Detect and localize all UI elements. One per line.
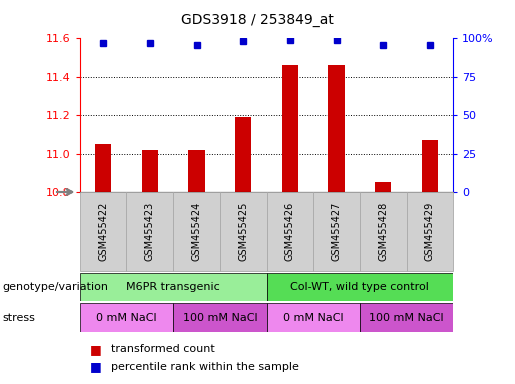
- Bar: [329, 65, 345, 192]
- Text: GSM455423: GSM455423: [145, 202, 155, 261]
- Text: 100 mM NaCl: 100 mM NaCl: [182, 313, 257, 323]
- Text: GSM455429: GSM455429: [425, 202, 435, 261]
- Bar: [95, 144, 111, 192]
- Bar: [267, 303, 360, 332]
- Bar: [220, 192, 267, 271]
- Text: GSM455422: GSM455422: [98, 202, 108, 261]
- Text: ■: ■: [90, 343, 102, 356]
- Bar: [80, 273, 267, 301]
- Bar: [360, 192, 406, 271]
- Bar: [80, 303, 173, 332]
- Bar: [375, 182, 391, 192]
- Text: GSM455424: GSM455424: [192, 202, 201, 261]
- Bar: [173, 192, 220, 271]
- Text: GSM455428: GSM455428: [378, 202, 388, 261]
- Text: M6PR transgenic: M6PR transgenic: [126, 282, 220, 292]
- Text: GSM455427: GSM455427: [332, 202, 341, 261]
- Bar: [235, 117, 251, 192]
- Bar: [80, 192, 127, 271]
- Text: stress: stress: [3, 313, 36, 323]
- Text: GSM455426: GSM455426: [285, 202, 295, 261]
- Text: 0 mM NaCl: 0 mM NaCl: [283, 313, 344, 323]
- Text: 100 mM NaCl: 100 mM NaCl: [369, 313, 444, 323]
- Text: GSM455425: GSM455425: [238, 202, 248, 261]
- Bar: [282, 65, 298, 192]
- Bar: [142, 150, 158, 192]
- Bar: [173, 303, 267, 332]
- Text: genotype/variation: genotype/variation: [3, 282, 109, 292]
- Bar: [313, 192, 360, 271]
- Text: GDS3918 / 253849_at: GDS3918 / 253849_at: [181, 13, 334, 27]
- Bar: [406, 192, 453, 271]
- Bar: [267, 273, 453, 301]
- Bar: [360, 303, 453, 332]
- Text: ■: ■: [90, 360, 102, 373]
- Bar: [422, 140, 438, 192]
- Text: Col-WT, wild type control: Col-WT, wild type control: [290, 282, 430, 292]
- Text: percentile rank within the sample: percentile rank within the sample: [111, 362, 299, 372]
- Text: transformed count: transformed count: [111, 344, 214, 354]
- Bar: [188, 150, 204, 192]
- Bar: [267, 192, 313, 271]
- Bar: [127, 192, 173, 271]
- Text: 0 mM NaCl: 0 mM NaCl: [96, 313, 157, 323]
